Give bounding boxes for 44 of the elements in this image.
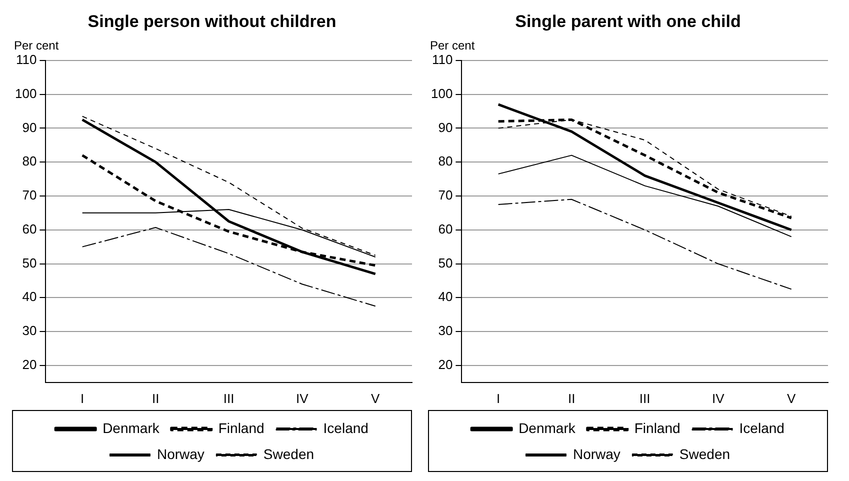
- y-tick-label: 40: [438, 289, 453, 304]
- legend-label: Finland: [218, 420, 264, 436]
- y-tick-label: 30: [22, 323, 37, 338]
- x-tick-label: V: [371, 390, 380, 406]
- chart-title: Single person without children: [88, 12, 336, 31]
- y-axis-title: Per cent: [430, 38, 476, 53]
- legend-label: Finland: [634, 420, 680, 436]
- legend-label: Sweden: [679, 446, 730, 462]
- x-tick-label: III: [223, 390, 234, 406]
- y-tick-label: 70: [438, 188, 453, 203]
- y-tick-label: 90: [438, 120, 453, 135]
- legend-label: Norway: [572, 446, 620, 462]
- legend-label: Sweden: [263, 446, 314, 462]
- y-tick-label: 20: [22, 357, 37, 372]
- y-tick-label: 50: [22, 255, 37, 270]
- x-tick-label: IV: [296, 390, 309, 406]
- x-tick-label: II: [152, 390, 160, 406]
- y-axis-title: Per cent: [14, 38, 60, 53]
- y-tick-label: 110: [432, 52, 453, 67]
- chart-title: Single parent with one child: [515, 12, 741, 31]
- x-tick-label: V: [787, 390, 796, 406]
- y-tick-label: 80: [438, 154, 453, 169]
- legend-label: Denmark: [102, 420, 160, 436]
- y-tick-label: 100: [430, 86, 453, 101]
- y-tick-label: 60: [22, 221, 37, 236]
- y-tick-label: 20: [438, 357, 453, 372]
- y-tick-label: 90: [22, 120, 37, 135]
- y-tick-label: 110: [16, 52, 37, 67]
- x-tick-label: II: [568, 390, 576, 406]
- legend-label: Norway: [156, 446, 204, 462]
- legend-label: Iceland: [739, 420, 784, 436]
- legend-label: Iceland: [323, 420, 368, 436]
- y-tick-label: 70: [22, 188, 37, 203]
- legend-label: Denmark: [518, 420, 576, 436]
- x-tick-label: I: [496, 390, 500, 406]
- x-tick-label: IV: [712, 390, 725, 406]
- x-tick-label: I: [80, 390, 84, 406]
- x-tick-label: III: [639, 390, 650, 406]
- y-tick-label: 30: [438, 323, 453, 338]
- y-tick-label: 40: [22, 289, 37, 304]
- y-tick-label: 60: [438, 221, 453, 236]
- y-tick-label: 80: [22, 154, 37, 169]
- y-tick-label: 100: [14, 86, 37, 101]
- y-tick-label: 50: [438, 255, 453, 270]
